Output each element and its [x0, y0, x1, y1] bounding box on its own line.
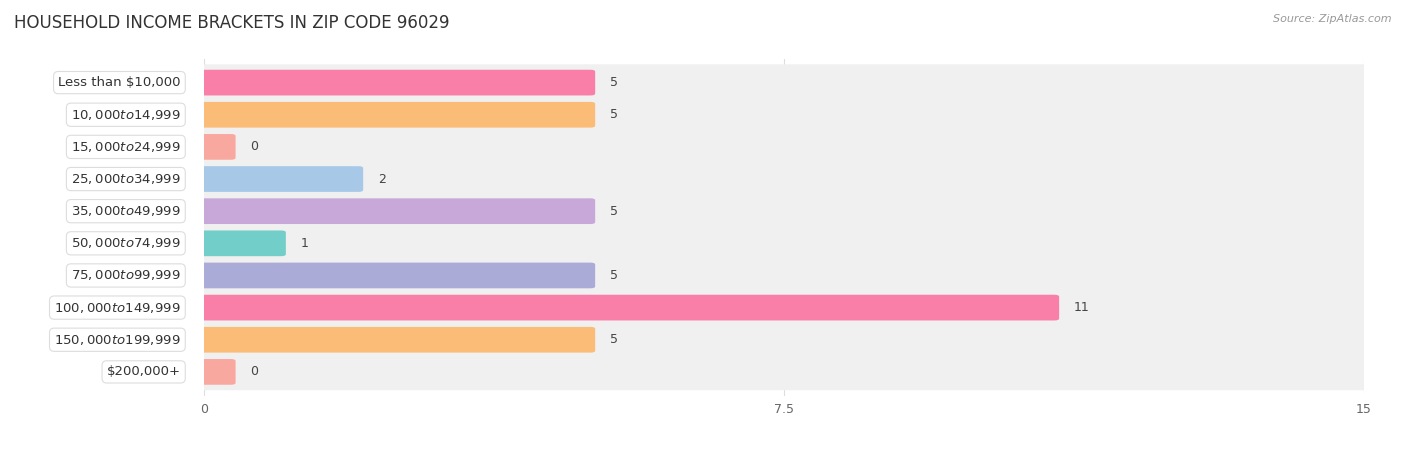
FancyBboxPatch shape — [200, 198, 595, 224]
FancyBboxPatch shape — [198, 129, 1369, 165]
Text: 0: 0 — [250, 140, 259, 153]
FancyBboxPatch shape — [200, 134, 236, 160]
Text: $100,000 to $149,999: $100,000 to $149,999 — [55, 301, 180, 315]
Text: $200,000+: $200,000+ — [107, 365, 180, 378]
FancyBboxPatch shape — [200, 70, 595, 95]
Text: Source: ZipAtlas.com: Source: ZipAtlas.com — [1274, 14, 1392, 23]
Text: 0: 0 — [250, 365, 259, 378]
Text: 5: 5 — [610, 76, 617, 89]
Text: 11: 11 — [1074, 301, 1090, 314]
Text: 5: 5 — [610, 108, 617, 121]
FancyBboxPatch shape — [200, 230, 285, 256]
Text: $150,000 to $199,999: $150,000 to $199,999 — [55, 333, 180, 347]
FancyBboxPatch shape — [198, 354, 1369, 390]
FancyBboxPatch shape — [198, 193, 1369, 230]
FancyBboxPatch shape — [198, 289, 1369, 326]
FancyBboxPatch shape — [198, 64, 1369, 101]
Text: $25,000 to $34,999: $25,000 to $34,999 — [70, 172, 180, 186]
Text: Less than $10,000: Less than $10,000 — [58, 76, 180, 89]
Text: $35,000 to $49,999: $35,000 to $49,999 — [70, 204, 180, 218]
Text: 5: 5 — [610, 269, 617, 282]
FancyBboxPatch shape — [200, 295, 1059, 320]
Text: $75,000 to $99,999: $75,000 to $99,999 — [70, 269, 180, 283]
Text: 5: 5 — [610, 333, 617, 346]
FancyBboxPatch shape — [198, 321, 1369, 358]
Text: $15,000 to $24,999: $15,000 to $24,999 — [70, 140, 180, 154]
FancyBboxPatch shape — [200, 263, 595, 288]
Text: $10,000 to $14,999: $10,000 to $14,999 — [70, 108, 180, 122]
FancyBboxPatch shape — [200, 166, 363, 192]
Text: 2: 2 — [378, 172, 385, 185]
FancyBboxPatch shape — [198, 161, 1369, 198]
Text: HOUSEHOLD INCOME BRACKETS IN ZIP CODE 96029: HOUSEHOLD INCOME BRACKETS IN ZIP CODE 96… — [14, 14, 450, 32]
Text: $50,000 to $74,999: $50,000 to $74,999 — [70, 236, 180, 250]
FancyBboxPatch shape — [200, 359, 236, 385]
FancyBboxPatch shape — [200, 102, 595, 128]
FancyBboxPatch shape — [198, 257, 1369, 294]
Text: 1: 1 — [301, 237, 308, 250]
FancyBboxPatch shape — [198, 225, 1369, 261]
FancyBboxPatch shape — [200, 327, 595, 353]
Text: 5: 5 — [610, 205, 617, 218]
FancyBboxPatch shape — [198, 96, 1369, 133]
